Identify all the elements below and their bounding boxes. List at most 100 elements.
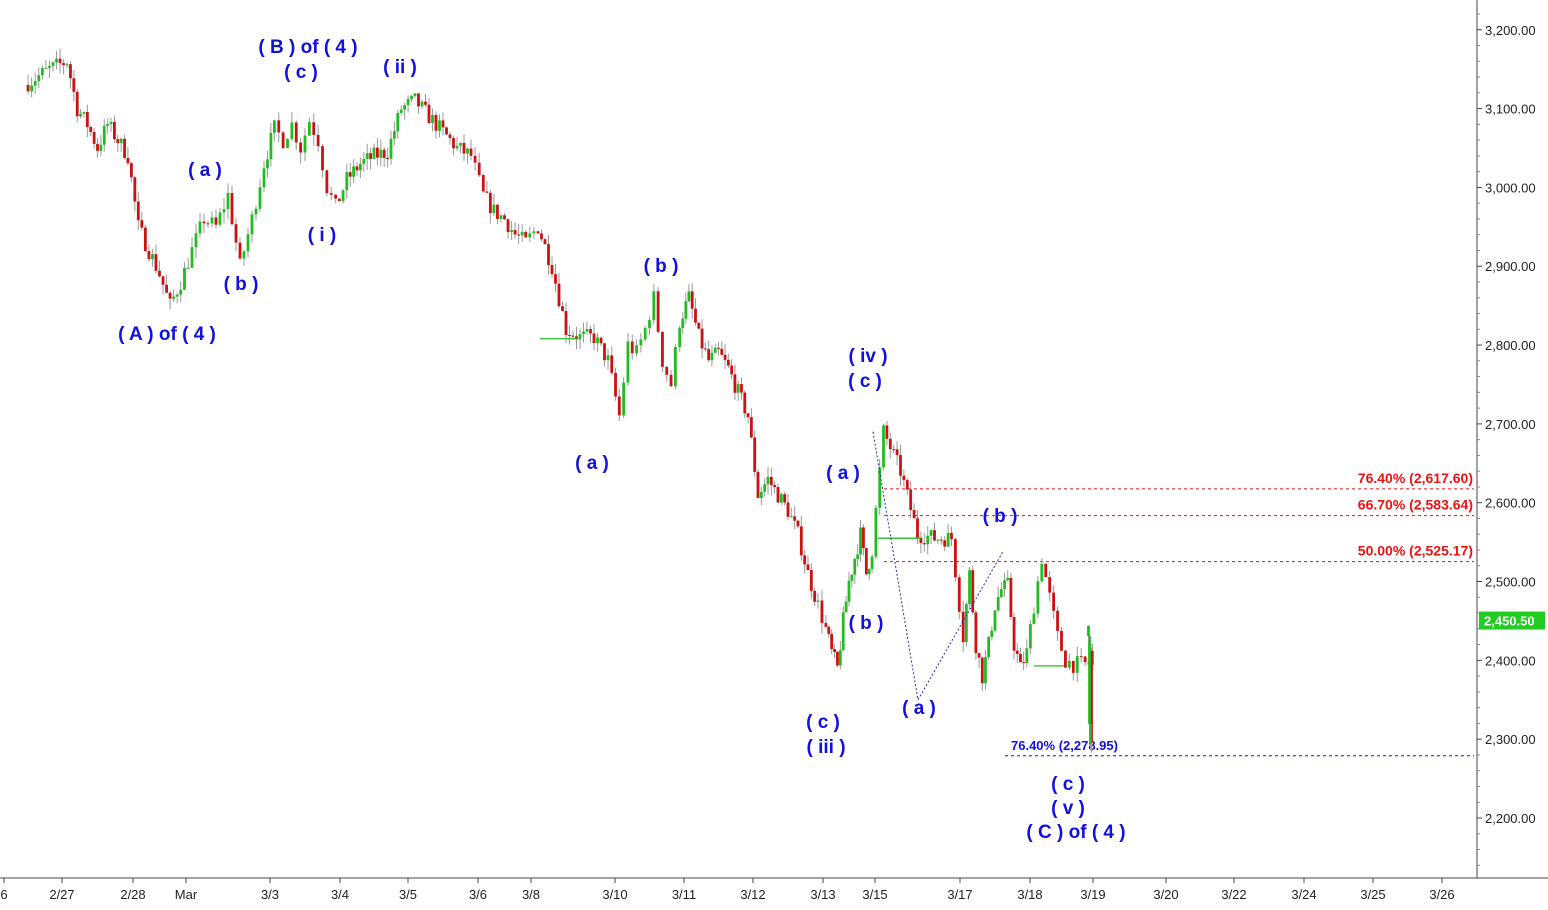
candle-up (37, 75, 41, 82)
wave-label: ( i ) (308, 225, 337, 246)
wave-connector-line (872, 431, 919, 700)
candle-up (713, 347, 717, 353)
candle-down (485, 191, 489, 193)
candle-down (547, 244, 550, 266)
candle-up (218, 212, 222, 225)
candle-up (40, 68, 44, 76)
candle-down (168, 292, 172, 299)
candle-up (1075, 656, 1079, 673)
candle-up (406, 99, 410, 106)
candle-down (833, 649, 836, 652)
candle-up (946, 532, 950, 547)
candle-down (827, 626, 831, 634)
candle-down (113, 121, 116, 140)
candle-down (462, 142, 466, 154)
candle-down (126, 157, 130, 164)
x-axis-tick-label: 3/3 (261, 887, 279, 902)
candle-down (939, 539, 943, 541)
candle-up (172, 296, 176, 299)
candle-down (707, 349, 711, 361)
candle-down (746, 413, 750, 418)
wave-label: ( v ) (1051, 798, 1085, 819)
candle-up (626, 341, 630, 383)
candle-up (226, 192, 230, 210)
candle-up (874, 507, 878, 557)
y-axis-tick-label: 2,500.00 (1485, 575, 1536, 590)
candle-down (355, 166, 359, 171)
candle-down (1079, 656, 1083, 658)
candle-down (799, 526, 803, 556)
candle-down (234, 224, 238, 243)
candle-down (557, 283, 561, 307)
candle-down (974, 612, 978, 654)
candle-up (345, 172, 349, 191)
candle-up (1087, 625, 1090, 637)
candle-up (606, 355, 610, 361)
candle-down (661, 331, 664, 367)
candle-up (968, 570, 971, 605)
candle-down (892, 449, 896, 451)
candle-up (365, 153, 369, 159)
candle-up (48, 65, 51, 68)
candle-up (816, 600, 820, 602)
candle-up (82, 111, 86, 114)
candle-up (990, 630, 994, 637)
candle-up (759, 491, 763, 498)
candle-down (329, 193, 333, 195)
candle-down (836, 651, 839, 666)
candle-down (382, 149, 386, 158)
candle-up (303, 135, 307, 153)
candle-up (1025, 648, 1029, 664)
candle-up (190, 247, 194, 268)
candle-down (75, 91, 79, 117)
candle-down (202, 221, 206, 224)
candle-down (543, 239, 547, 245)
candle-up (859, 527, 862, 555)
candle-down (143, 227, 147, 252)
y-axis-tick-label: 2,400.00 (1485, 653, 1536, 668)
candle-down (769, 476, 773, 485)
candle-down (950, 532, 953, 540)
candle-down (1052, 592, 1056, 611)
candle-down (614, 372, 617, 397)
candle-down (92, 131, 96, 144)
candle-down (321, 146, 324, 171)
candle-up (286, 139, 289, 149)
candle-up (246, 234, 250, 252)
candle-up (585, 329, 589, 332)
candle-up (681, 318, 685, 328)
candle-up (520, 231, 524, 236)
candle-down (617, 396, 621, 416)
candle-down (980, 657, 984, 684)
candle-down (971, 570, 975, 613)
candle-up (79, 113, 82, 117)
candle-up (1032, 613, 1036, 625)
candle-down (312, 122, 316, 135)
x-axis-tick-label: 3/11 (672, 887, 696, 902)
candle-down (1044, 563, 1048, 578)
candle-up (532, 231, 536, 234)
candle-down (89, 127, 93, 132)
candle-down (1048, 577, 1052, 593)
candle-down (824, 622, 828, 627)
candle-up (307, 122, 311, 136)
candle-down (753, 437, 757, 472)
x-axis-tick-label: Mar (175, 887, 198, 902)
candle-up (710, 352, 714, 361)
x-axis-tick-label: 3/5 (399, 887, 417, 902)
candle-down (730, 365, 734, 375)
y-axis-tick-label: 2,700.00 (1485, 417, 1536, 432)
candle-up (926, 535, 930, 545)
candle-up (856, 554, 860, 559)
candle-down (564, 311, 568, 335)
candle-down (1012, 617, 1016, 651)
candle-down (481, 175, 485, 192)
x-axis-tick-label: 3/19 (1080, 887, 1105, 902)
candle-up (413, 93, 417, 97)
candle-down (158, 270, 161, 277)
candle-down (1064, 650, 1067, 668)
candle-up (210, 217, 214, 224)
candle-up (466, 148, 469, 154)
candle-up (55, 58, 58, 63)
